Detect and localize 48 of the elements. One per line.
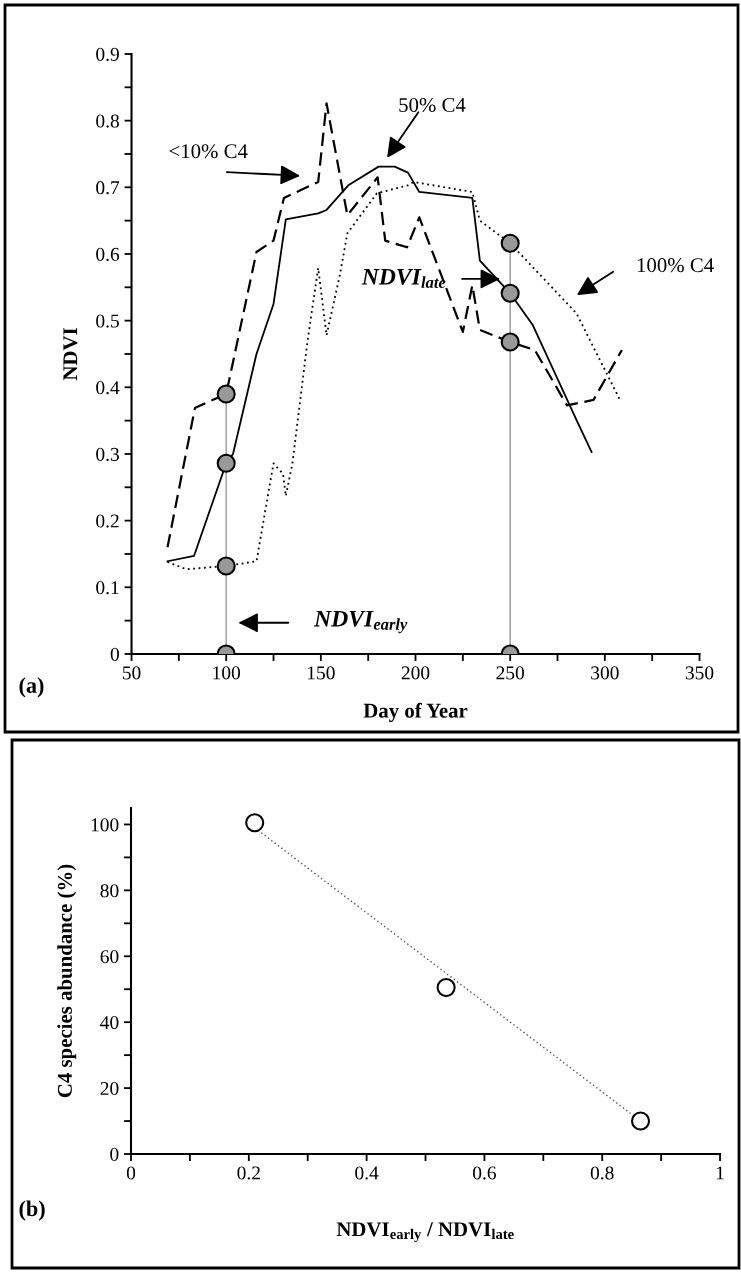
x-tick-label: 250 [496,666,525,680]
annotation: NDVI$_{early}$ [313,610,408,634]
annotation: 100% C4 [637,258,714,273]
y-tick-label: 60 [100,950,119,964]
point [216,384,236,404]
y-tick-label: 0 [110,1147,119,1161]
point [216,453,236,473]
point [500,283,520,303]
annotation: NDVI$_{late}$ [361,269,446,288]
x-tick-label: 100 [213,666,241,680]
y-tick-label: 0.6 [96,247,120,261]
y-axis-title: NDVI [63,328,78,381]
x-tick-label: 0.6 [473,1166,496,1180]
y-tick-label: 100 [91,818,119,832]
text: (a) [19,677,44,698]
x-tick-label: 0 [126,1166,136,1180]
y-tick-label: 0.3 [96,447,119,461]
x-tick-label: 50 [122,666,141,680]
y-axis-title: C4 species abundance (%) [57,864,77,1098]
x-tick-label: 1 [716,1166,724,1180]
y-tick-label: 0.5 [96,314,119,328]
x-tick-label: 350 [685,666,714,680]
text: (b) [19,1200,45,1221]
x-tick-label: 0.4 [355,1166,379,1180]
point [630,1111,651,1131]
y-tick-label: 0 [110,647,119,661]
annotation: 50% C4 [399,97,466,113]
point [500,332,520,352]
y-tick-label: 20 [100,1081,119,1096]
annotation: <10% C4 [169,144,248,159]
point [500,233,520,253]
x-tick-label: 150 [307,666,335,680]
point [436,978,456,998]
y-tick-label: 0.4 [96,381,120,395]
y-tick-label: 0.7 [96,181,120,195]
x-tick-label: 0.2 [237,1166,260,1180]
x-axis-title: NDVI$_{early}$ / NDVI$_{late}$ [336,1222,514,1243]
x-tick-label: 300 [591,666,619,680]
y-tick-label: 0.9 [96,47,119,61]
x-tick-label: 0.8 [590,1166,614,1180]
point [245,813,265,833]
y-tick-label: 0.8 [96,114,119,128]
y-tick-label: 0.2 [96,514,119,528]
y-tick-label: 80 [100,884,119,898]
y-tick-label: 0.1 [96,581,119,595]
x-axis-title: Day of Year [363,702,468,722]
y-tick-label: 40 [100,1016,119,1030]
x-tick-label: 200 [401,666,430,680]
